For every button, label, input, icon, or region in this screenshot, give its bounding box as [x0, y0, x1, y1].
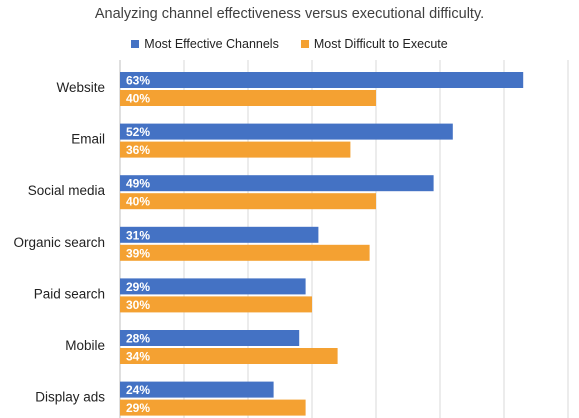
- data-label: 63%: [126, 74, 150, 88]
- bar-difficult: [120, 348, 338, 364]
- bar-effective: [120, 226, 319, 243]
- legend-item-difficult: Most Difficult to Execute: [300, 37, 448, 51]
- bar-difficult: [120, 399, 306, 416]
- bar-effective: [120, 72, 524, 88]
- bar-effective: [120, 381, 274, 398]
- category-label: Mobile: [65, 338, 105, 353]
- category-label: Website: [56, 80, 105, 95]
- bar-difficult: [120, 141, 351, 158]
- bar-difficult: [120, 244, 370, 261]
- chart-title: Analyzing channel effectiveness versus e…: [94, 6, 485, 22]
- data-label: 49%: [126, 177, 150, 191]
- data-label: 29%: [126, 280, 150, 294]
- category-label: Social media: [28, 183, 106, 198]
- bar-effective: [120, 175, 434, 192]
- data-label: 34%: [126, 350, 150, 364]
- data-label: 29%: [126, 401, 150, 415]
- bar-effective: [120, 123, 453, 140]
- data-label: 31%: [126, 228, 150, 242]
- data-label: 40%: [126, 195, 150, 209]
- bar-difficult: [120, 296, 312, 313]
- legend: Most Effective Channels Most Difficult t…: [0, 37, 579, 51]
- legend-swatch-difficult: [300, 40, 309, 48]
- bar-difficult: [120, 193, 376, 210]
- data-label: 40%: [126, 92, 150, 106]
- data-label: 52%: [126, 125, 150, 139]
- bar-effective: [120, 278, 306, 295]
- data-label: 28%: [126, 332, 150, 346]
- category-label: Paid search: [34, 286, 105, 301]
- legend-label-effective: Most Effective Channels: [144, 37, 279, 51]
- bar-effective: [120, 330, 300, 346]
- category-label: Display ads: [35, 390, 105, 405]
- category-label: Email: [71, 132, 105, 147]
- category-label: Organic search: [13, 235, 105, 250]
- legend-item-effective: Most Effective Channels: [131, 37, 279, 51]
- data-label: 39%: [126, 246, 150, 260]
- legend-label-difficult: Most Difficult to Execute: [313, 37, 448, 51]
- data-label: 24%: [126, 383, 150, 397]
- legend-swatch-effective: [131, 40, 140, 48]
- data-label: 36%: [126, 143, 150, 157]
- data-label: 30%: [126, 298, 150, 312]
- bar-difficult: [120, 90, 376, 106]
